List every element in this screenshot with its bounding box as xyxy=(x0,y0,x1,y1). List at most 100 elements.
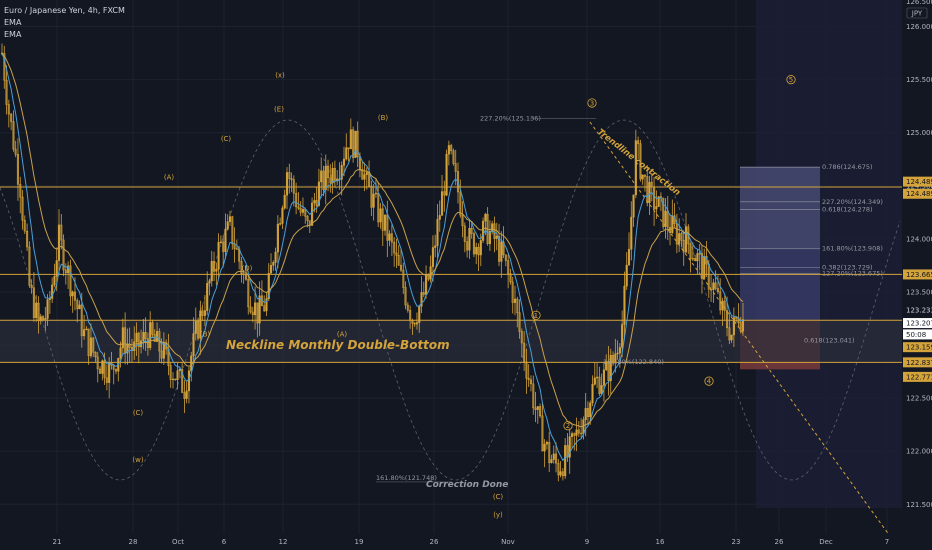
candle-body xyxy=(694,258,697,262)
candle-body xyxy=(14,148,17,155)
candle-body xyxy=(639,143,642,180)
candle-body xyxy=(550,459,553,463)
candle-body xyxy=(523,342,526,363)
wave-label: (E) xyxy=(274,105,284,113)
candle-body xyxy=(623,285,626,325)
candle-body xyxy=(721,300,724,311)
ema-indicator-2[interactable]: EMA xyxy=(4,30,22,39)
candle-body xyxy=(85,328,88,331)
fib-label: 0.382(123.729) xyxy=(822,264,873,272)
candle-body xyxy=(89,337,92,356)
cycle-curve xyxy=(0,119,901,481)
ema-indicator-1[interactable]: EMA xyxy=(4,18,22,27)
candle-body xyxy=(413,322,416,325)
candle-body xyxy=(301,209,305,213)
candle-body xyxy=(404,287,407,306)
candle-body xyxy=(735,317,738,319)
price-label-box xyxy=(903,371,932,382)
candle-body xyxy=(383,214,387,231)
candle-body xyxy=(466,241,469,251)
candle-body xyxy=(162,342,165,359)
candle-body xyxy=(288,172,291,179)
price-tick: 121.500 xyxy=(906,501,932,509)
candle-body xyxy=(440,191,444,216)
currency-badge-text: JPY xyxy=(911,10,923,18)
candle-body xyxy=(349,129,352,150)
wave-label: 5 xyxy=(789,76,793,84)
candle-body xyxy=(425,274,428,295)
candle-body xyxy=(320,170,323,183)
candle-body xyxy=(388,233,391,241)
candle-body xyxy=(671,215,674,233)
candle-body xyxy=(609,355,612,381)
candle-body xyxy=(625,264,628,287)
candle-body xyxy=(584,408,587,421)
candle-body xyxy=(372,193,375,208)
candle-body xyxy=(283,194,286,209)
candle-body xyxy=(593,377,596,385)
price-label: 123.207 xyxy=(906,320,932,328)
correction-annotation: Correction Done xyxy=(426,480,508,490)
candle-body xyxy=(80,304,83,337)
candle-body xyxy=(187,370,191,392)
target-zone xyxy=(740,166,820,321)
horizontal-levels xyxy=(0,121,902,537)
candle-body xyxy=(370,185,373,208)
candle-body xyxy=(60,224,63,241)
candle-body xyxy=(208,280,211,284)
symbol-title[interactable]: Euro / Japanese Yen, 4h, FXCM xyxy=(4,6,125,15)
candle-body xyxy=(648,181,651,204)
candle-body xyxy=(78,304,81,310)
candle-body xyxy=(429,266,432,280)
price-label-box xyxy=(903,329,932,340)
candle-body xyxy=(716,288,719,293)
candle-body xyxy=(516,298,519,314)
candle-body xyxy=(488,230,491,244)
candle-body xyxy=(497,236,501,262)
candle-body xyxy=(71,291,74,297)
trendline xyxy=(589,121,891,537)
candle-body xyxy=(96,356,99,370)
candle-body xyxy=(299,207,302,213)
candle-body xyxy=(668,227,672,233)
candle-body xyxy=(561,471,564,477)
candle-body xyxy=(133,341,136,351)
candle-body xyxy=(611,355,615,363)
candle-body xyxy=(646,176,649,204)
candle-body xyxy=(290,178,293,180)
candle-body xyxy=(192,333,195,357)
candle-body xyxy=(251,311,254,316)
candle-body xyxy=(605,361,608,371)
candle-body xyxy=(475,246,478,255)
wave-label: (y) xyxy=(493,511,503,519)
candle-body xyxy=(614,353,617,363)
candle-body xyxy=(427,274,430,280)
candle-body xyxy=(379,208,382,223)
time-tick: 7 xyxy=(885,538,889,546)
candle-body xyxy=(203,310,206,316)
candle-body xyxy=(317,181,320,206)
price-label: 122.837 xyxy=(906,359,932,367)
candle-body xyxy=(228,216,232,222)
candle-body xyxy=(491,223,494,232)
candle-body xyxy=(632,194,635,218)
candle-body xyxy=(596,376,599,379)
candle-body xyxy=(32,287,35,318)
candle-body xyxy=(664,210,667,227)
candle-body xyxy=(197,320,200,339)
price-label: 124.489 xyxy=(906,178,932,186)
time-tick: Dec xyxy=(819,538,833,546)
candle-body xyxy=(655,206,658,210)
candle-body xyxy=(689,243,692,259)
wave-label: 1 xyxy=(534,312,538,320)
candle-body xyxy=(169,365,172,380)
candle-body xyxy=(399,264,403,271)
candle-body xyxy=(653,186,656,210)
candle-body xyxy=(174,378,177,381)
candle-body xyxy=(461,214,464,227)
candle-body xyxy=(678,233,681,245)
candle-body xyxy=(258,295,261,324)
candle-body xyxy=(662,197,665,227)
